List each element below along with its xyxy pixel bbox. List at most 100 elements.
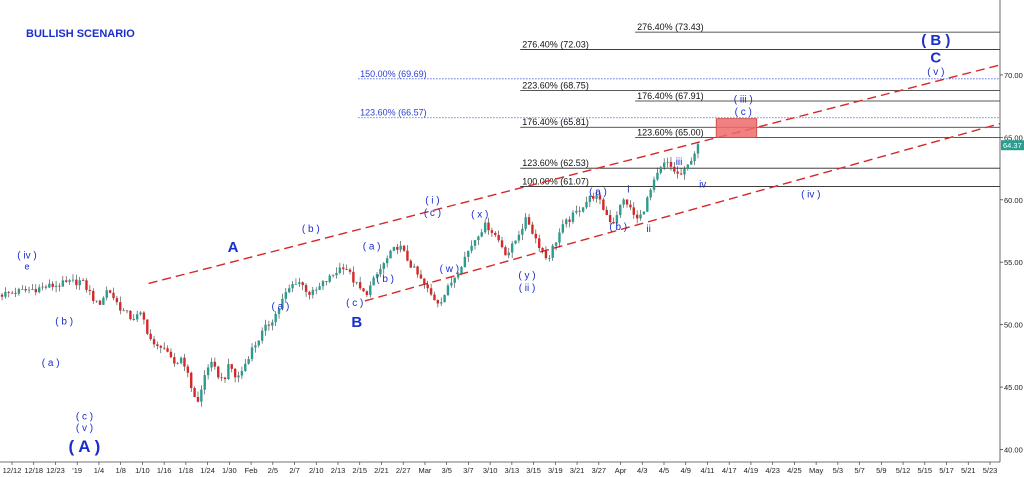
candle-body	[152, 339, 156, 345]
candle-body	[328, 275, 331, 282]
candle-body	[304, 285, 308, 292]
x-tick-label: 4/3	[637, 466, 647, 475]
candle-body	[0, 294, 4, 297]
x-tick-label: 3/27	[591, 466, 606, 475]
candle-body	[514, 240, 517, 244]
candle-body	[230, 364, 233, 369]
candle-body	[598, 195, 602, 200]
wave-label: ( a )	[363, 242, 381, 253]
x-tick-label: 5/21	[961, 466, 976, 475]
target-zone	[715, 118, 758, 139]
wave-label: iv	[699, 179, 706, 190]
candle-body	[125, 310, 129, 312]
x-tick-label: 2/7	[289, 466, 299, 475]
x-tick-label: 5/17	[939, 466, 954, 475]
wave-label: ii	[646, 224, 650, 235]
candle-body	[281, 298, 284, 309]
x-tick-label: 3/19	[548, 466, 563, 475]
candle-body	[139, 312, 142, 315]
candle-body	[227, 364, 230, 380]
y-tick-label: 70.00	[1004, 71, 1023, 80]
candle-body	[490, 230, 494, 233]
candle-body	[402, 245, 406, 251]
candle-body	[264, 324, 267, 331]
candle-body	[429, 288, 433, 295]
candle-body	[592, 195, 595, 199]
candle-body	[679, 173, 683, 175]
x-tick-label: 3/21	[570, 466, 585, 475]
candle-body	[247, 359, 250, 364]
candle-body	[335, 272, 338, 276]
candle-body	[14, 292, 17, 294]
candle-body	[392, 246, 396, 251]
candle-body	[460, 267, 463, 274]
candle-body	[348, 269, 352, 272]
candle-body	[358, 282, 362, 289]
candle-body	[524, 217, 527, 229]
candle-body	[240, 370, 244, 376]
wave-labels: ( iv )e( b )( a )( c )( v )( A )A( a )( …	[17, 32, 950, 456]
candle-body	[483, 222, 487, 233]
candle-body	[210, 361, 213, 368]
candle-body	[331, 275, 335, 277]
x-tick-label: Apr	[615, 466, 627, 475]
candle-body	[27, 289, 31, 291]
candle-body	[565, 219, 568, 225]
candle-body	[612, 222, 615, 224]
candle-body	[433, 294, 436, 301]
wave-label: ( a )	[272, 302, 290, 313]
candle-body	[318, 286, 321, 290]
candle-body	[463, 256, 467, 268]
candle-body	[115, 298, 119, 303]
candle-body	[206, 367, 210, 376]
x-tick-label: 4/17	[722, 466, 737, 475]
fib-label: 123.60% (66.57)	[360, 108, 427, 118]
candle-body	[686, 164, 690, 169]
wave-label: ( iv )	[17, 250, 36, 261]
wave-label: ( b )	[376, 274, 394, 285]
candle-body	[602, 199, 605, 210]
candle-body	[200, 389, 203, 402]
candle-body	[480, 232, 483, 237]
y-tick-label: 50.00	[1004, 321, 1023, 330]
candle-body	[690, 161, 693, 165]
wave-label: ( a )	[589, 187, 607, 198]
candle-body	[389, 250, 392, 259]
x-tick-label: 1/24	[200, 466, 215, 475]
candle-body	[396, 246, 399, 250]
x-tick-label: 4/25	[787, 466, 802, 475]
x-tick-label: 3/10	[483, 466, 498, 475]
candle-body	[34, 289, 38, 293]
candle-body	[244, 363, 247, 371]
x-tick-label: 4/5	[659, 466, 669, 475]
candle-body	[162, 347, 166, 349]
candle-body	[119, 302, 122, 311]
wave-label: ( c )	[76, 412, 93, 423]
candle-body	[37, 287, 41, 293]
candle-body	[291, 284, 294, 289]
candle-body	[78, 280, 81, 286]
candle-body	[196, 397, 200, 402]
candle-body	[48, 283, 51, 288]
candle-body	[625, 199, 629, 205]
candle-body	[31, 289, 34, 290]
candle-body	[260, 330, 264, 341]
candle-body	[193, 388, 196, 398]
candle-body	[41, 286, 44, 288]
candle-body	[423, 278, 426, 285]
candle-body	[659, 167, 663, 173]
candle-body	[10, 292, 14, 294]
fib-label: 150.00% (69.69)	[360, 69, 427, 79]
candle-body	[470, 245, 473, 251]
candle-body	[355, 282, 358, 283]
chart-title: BULLISH SCENARIO	[26, 28, 135, 40]
candle-body	[65, 280, 68, 282]
candle-body	[325, 281, 328, 282]
x-tick-label: 1/18	[179, 466, 194, 475]
x-tick-label: 3/15	[526, 466, 541, 475]
candle-body	[517, 234, 521, 241]
x-tick-label: 1/10	[135, 466, 150, 475]
candle-body	[169, 351, 173, 358]
candle-body	[446, 285, 450, 296]
